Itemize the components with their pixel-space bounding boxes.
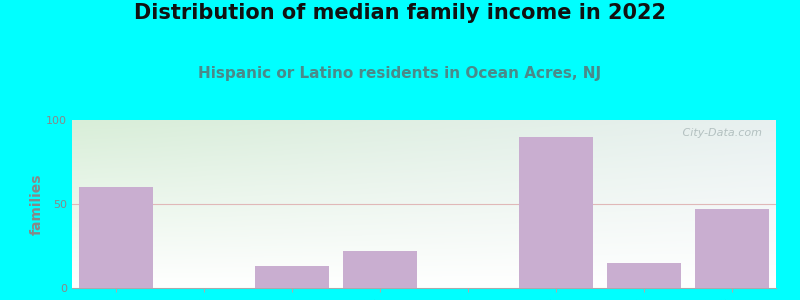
Text: City-Data.com: City-Data.com [679, 128, 762, 138]
Bar [518, 137, 594, 288]
Bar [78, 187, 154, 288]
Bar [254, 266, 330, 288]
Bar [342, 251, 418, 288]
Text: Hispanic or Latino residents in Ocean Acres, NJ: Hispanic or Latino residents in Ocean Ac… [198, 66, 602, 81]
Y-axis label: families: families [30, 173, 43, 235]
Bar [694, 209, 770, 288]
Bar [606, 263, 682, 288]
Text: Distribution of median family income in 2022: Distribution of median family income in … [134, 3, 666, 23]
